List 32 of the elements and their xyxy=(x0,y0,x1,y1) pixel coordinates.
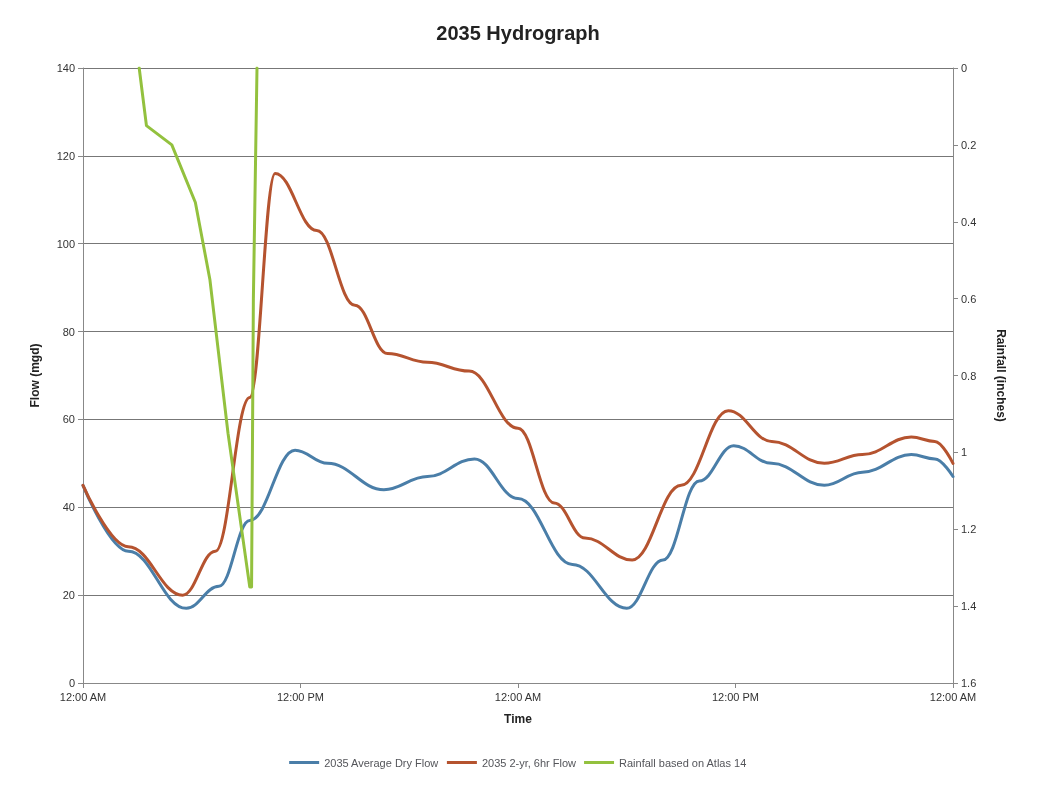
y2-tick-label: 1.4 xyxy=(961,600,977,613)
y2-tick-label: 1.2 xyxy=(961,523,977,536)
line-series xyxy=(81,171,955,597)
x-tick-label: 12:00 PM xyxy=(711,690,760,703)
y-tick-label: 140 xyxy=(56,62,75,74)
y-tick-label: 120 xyxy=(56,149,75,162)
y2-tick-label: 1.6 xyxy=(961,677,977,689)
y-tick-label: 0 xyxy=(68,677,75,689)
y2-tick-label: 0.6 xyxy=(961,292,977,305)
y-tick-label: 80 xyxy=(62,325,75,338)
x-tick-label: 12:00 PM xyxy=(276,690,325,703)
y-axis-title: Flow (mgd) xyxy=(28,343,42,408)
chart-title: 2035 Hydrograph xyxy=(436,22,600,44)
y2-axis-title: Rainfall (inches) xyxy=(994,329,1008,422)
y-tick-label: 100 xyxy=(56,237,75,250)
y2-tick-label: 0.8 xyxy=(961,369,977,382)
line-series xyxy=(137,66,259,589)
y2-tick-label: 0.2 xyxy=(961,138,977,151)
x-tick-label: 12:00 AM xyxy=(929,690,977,703)
x-tick-label: 12:00 AM xyxy=(59,690,107,703)
y2-tick-label: 0 xyxy=(961,62,968,74)
y-tick-label: 60 xyxy=(62,413,75,426)
y-tick-label: 20 xyxy=(62,589,75,602)
legend-label: 2035 Average Dry Flow xyxy=(324,756,439,769)
x-tick-label: 12:00 AM xyxy=(494,690,542,703)
legend-label: Rainfall based on Atlas 14 xyxy=(619,756,747,769)
y2-tick-label: 1 xyxy=(961,446,968,459)
y2-tick-label: 0.4 xyxy=(961,215,977,228)
line-series xyxy=(81,444,955,610)
y-tick-label: 40 xyxy=(62,501,75,514)
legend-label: 2035 2-yr, 6hr Flow xyxy=(481,756,577,769)
x-axis-title: Time xyxy=(504,712,533,726)
